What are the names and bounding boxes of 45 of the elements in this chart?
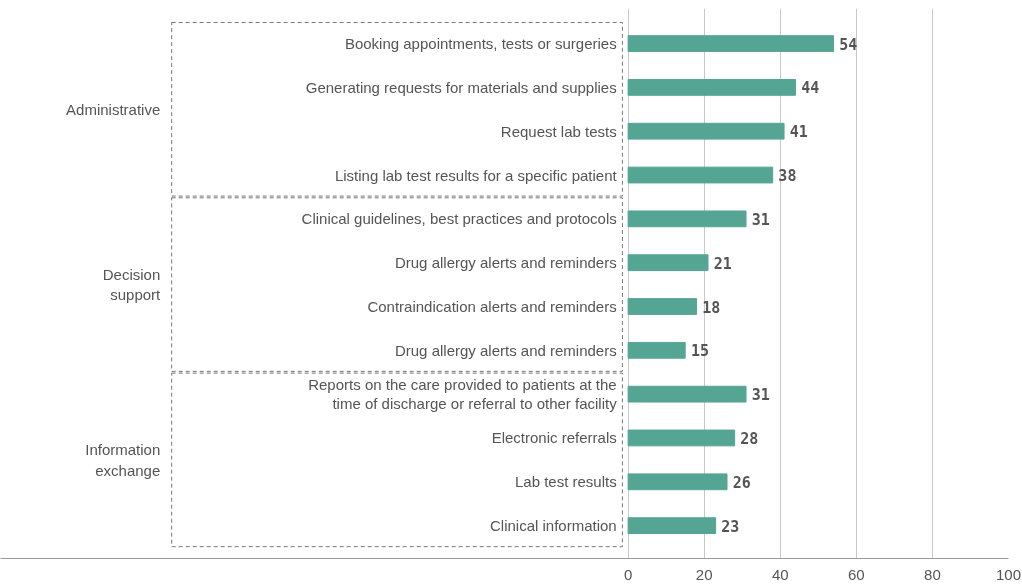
data-label: 26	[732, 473, 751, 492]
data-label: 31	[751, 386, 770, 405]
y-tick-label: Clinical information	[489, 517, 617, 535]
text: Administrative	[66, 100, 161, 118]
bar	[627, 35, 835, 52]
x-tick-label: 100	[995, 565, 1022, 583]
y-tick-label: Request lab tests	[500, 122, 617, 140]
data-label: 18	[702, 298, 721, 317]
y-tick-label: Drug allergy alerts and reminders	[394, 341, 617, 359]
y-tick-label: Generating requests for materials and supplies	[305, 78, 617, 96]
y-tick-label: Booking appointments, tests or surgeries	[344, 35, 617, 53]
bar	[627, 122, 785, 140]
bar	[627, 473, 728, 491]
bar	[627, 210, 747, 228]
data-label: 54	[839, 35, 858, 54]
data-label: 15	[690, 342, 709, 361]
bar	[627, 298, 698, 315]
x-tick-label: 20	[695, 565, 713, 583]
bar	[627, 79, 796, 96]
y-tick-label: Lab test results	[514, 473, 617, 491]
bar	[627, 166, 774, 184]
bar	[627, 517, 717, 535]
x-tick-label: 80	[924, 565, 941, 583]
y-tick-label: Reports on the care provided to patients at the time of discharge or referral to other facility	[308, 375, 618, 413]
data-label: 31	[751, 210, 770, 229]
bar	[627, 385, 747, 403]
y-tick-label: Clinical guidelines, best practices and protocols	[301, 210, 617, 228]
text: Information exchange	[85, 441, 161, 479]
data-label: 21	[713, 254, 732, 273]
y-tick-label: Electronic referrals	[491, 429, 617, 447]
bar	[627, 254, 709, 272]
data-label: 41	[789, 123, 808, 142]
y-tick-label: Listing lab test results for a specific patient	[334, 166, 618, 184]
data-label: 28	[740, 429, 759, 448]
data-label: 23	[721, 517, 740, 536]
y-tick-label: Drug allergy alerts and reminders	[394, 254, 617, 272]
y-tick-label: Contraindication alerts and reminders	[367, 298, 617, 316]
x-tick-label: 40	[771, 565, 789, 583]
x-tick-label: 60	[848, 565, 865, 583]
data-label: 38	[778, 167, 797, 186]
text: Decision support	[102, 265, 162, 304]
bar	[627, 429, 736, 447]
x-tick-label: 0	[623, 565, 633, 583]
bar	[627, 341, 686, 359]
data-label: 44	[801, 79, 820, 98]
